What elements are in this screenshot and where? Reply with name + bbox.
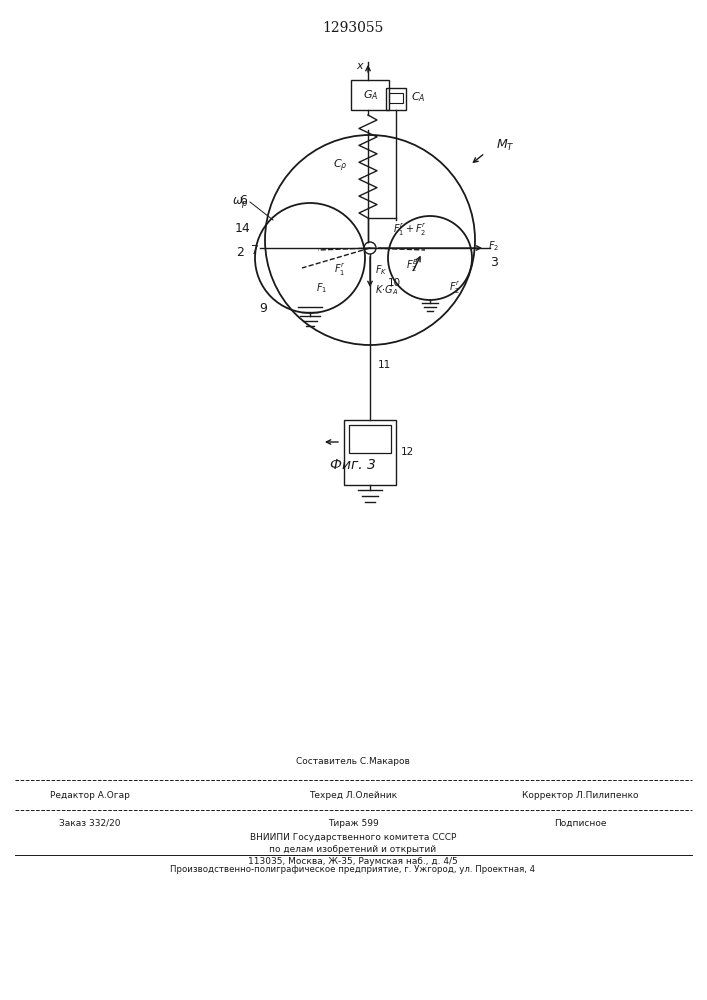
Text: Подписное: Подписное [554, 818, 606, 828]
Bar [344, 420, 396, 485]
Bar [389, 93, 403, 103]
Bar [349, 425, 391, 453]
Text: Техред Л.Олейник: Техред Л.Олейник [309, 790, 397, 800]
Text: $K{\cdot}G_A$: $K{\cdot}G_A$ [375, 283, 398, 297]
Text: 6: 6 [239, 194, 247, 207]
Text: по делам изобретений и открытий: по делам изобретений и открытий [269, 846, 436, 854]
Text: $F_2^r$: $F_2^r$ [449, 280, 461, 296]
Text: 14: 14 [235, 222, 251, 234]
Text: $F_1$: $F_1$ [317, 281, 327, 295]
Text: Фиг. 3: Фиг. 3 [330, 458, 376, 472]
Text: $F_K$: $F_K$ [375, 263, 387, 277]
Text: Тираж 599: Тираж 599 [327, 818, 378, 828]
Bar [386, 88, 406, 110]
Text: 12: 12 [401, 447, 414, 457]
Text: $\omega_p$: $\omega_p$ [232, 196, 248, 211]
Text: 2: 2 [236, 246, 244, 259]
Text: Производственно-полиграфическое предприятие, г. Ужгород, ул. Проектная, 4: Производственно-полиграфическое предприя… [170, 865, 536, 874]
Text: $C_\rho$: $C_\rho$ [333, 158, 347, 174]
Text: 9: 9 [259, 302, 267, 314]
Text: 7: 7 [251, 243, 259, 256]
Text: Заказ 332/20: Заказ 332/20 [59, 818, 121, 828]
Bar [351, 80, 389, 110]
Text: 10: 10 [388, 278, 401, 288]
Text: ВНИИПИ Государственного комитета СССР: ВНИИПИ Государственного комитета СССР [250, 834, 456, 842]
Text: $C_A$: $C_A$ [411, 90, 426, 104]
Text: Корректор Л.Пилипенко: Корректор Л.Пилипенко [522, 790, 638, 800]
Text: 1293055: 1293055 [322, 21, 384, 35]
Text: Редактор А.Огар: Редактор А.Огар [50, 790, 130, 800]
Text: 113035, Москва, Ж-35, Раумская наб., д. 4/5: 113035, Москва, Ж-35, Раумская наб., д. … [248, 857, 458, 866]
Text: Составитель С.Макаров: Составитель С.Макаров [296, 758, 410, 766]
Text: $F_2$: $F_2$ [488, 239, 499, 253]
Text: $G_A$: $G_A$ [363, 88, 379, 102]
Text: $F_1^r+F_2^r$: $F_1^r+F_2^r$ [393, 222, 427, 238]
Text: x: x [356, 61, 363, 71]
Text: $M_T$: $M_T$ [496, 137, 515, 153]
Text: 3: 3 [490, 256, 498, 269]
Text: 11: 11 [378, 360, 391, 370]
Text: $F_2^B$: $F_2^B$ [406, 258, 419, 274]
Text: $F_1^r$: $F_1^r$ [334, 262, 346, 278]
